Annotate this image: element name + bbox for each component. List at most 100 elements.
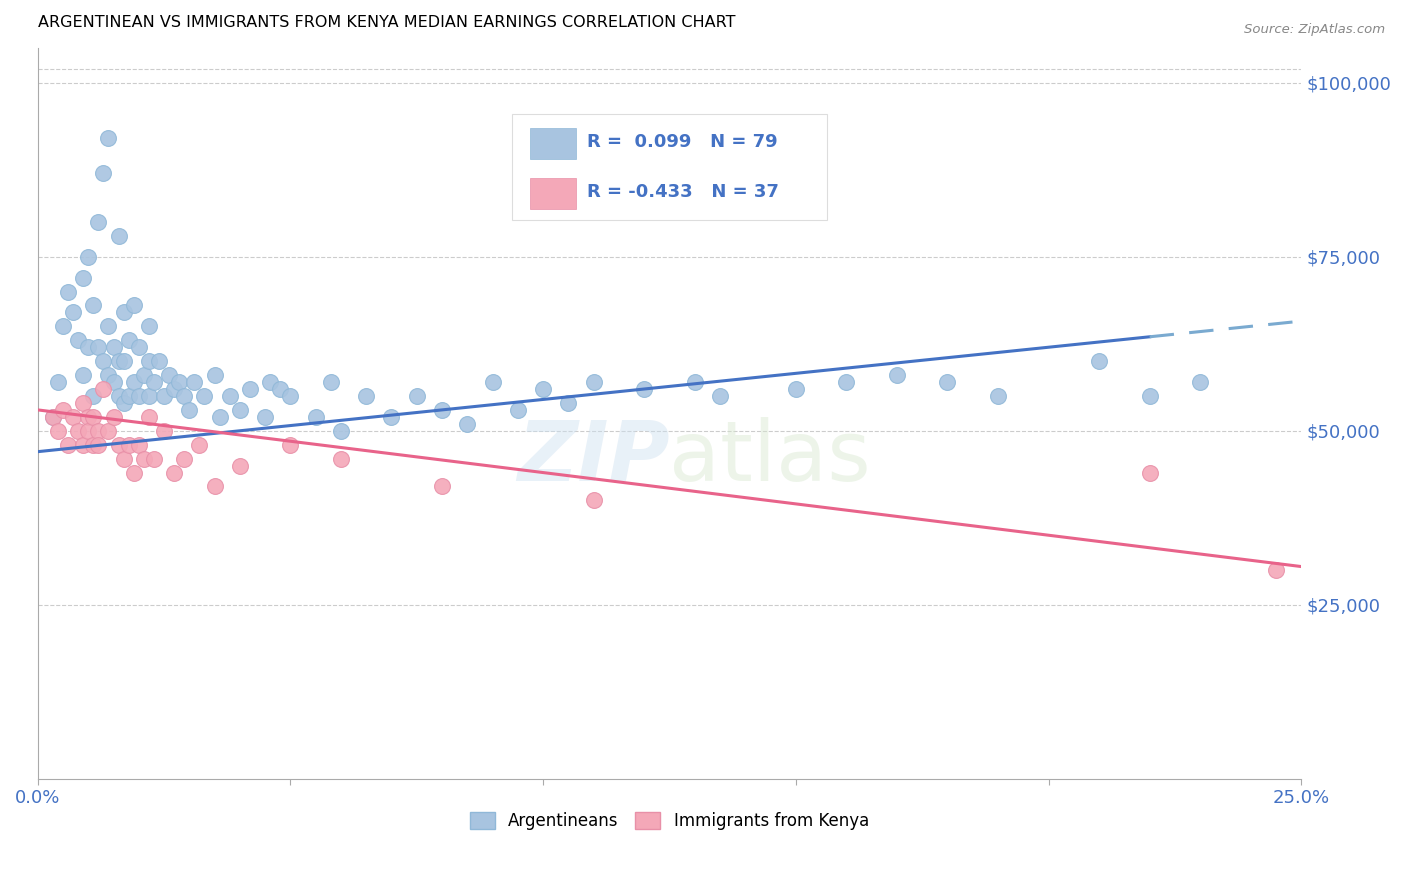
Point bbox=[87, 424, 110, 438]
Point bbox=[456, 417, 478, 431]
Point bbox=[128, 438, 150, 452]
FancyBboxPatch shape bbox=[512, 113, 827, 219]
Point bbox=[531, 382, 554, 396]
Point bbox=[204, 479, 226, 493]
Point bbox=[148, 354, 170, 368]
Point bbox=[430, 479, 453, 493]
Text: R =  0.099   N = 79: R = 0.099 N = 79 bbox=[588, 133, 778, 151]
Point bbox=[82, 389, 104, 403]
Point bbox=[886, 368, 908, 382]
Point bbox=[163, 466, 186, 480]
Point bbox=[118, 333, 141, 347]
Point bbox=[557, 396, 579, 410]
Point bbox=[82, 438, 104, 452]
Point bbox=[132, 368, 155, 382]
Point bbox=[1265, 563, 1288, 577]
Point bbox=[157, 368, 180, 382]
Point bbox=[118, 389, 141, 403]
Point bbox=[633, 382, 655, 396]
Point bbox=[72, 270, 94, 285]
Point bbox=[122, 298, 145, 312]
Point bbox=[42, 409, 65, 424]
Point bbox=[319, 375, 342, 389]
Point bbox=[138, 319, 160, 334]
Point bbox=[405, 389, 427, 403]
Point bbox=[93, 166, 115, 180]
Point bbox=[269, 382, 291, 396]
Point bbox=[103, 409, 125, 424]
Point bbox=[163, 382, 186, 396]
Text: atlas: atlas bbox=[669, 417, 872, 498]
Point bbox=[142, 375, 165, 389]
Point bbox=[430, 403, 453, 417]
Point bbox=[785, 382, 807, 396]
Point bbox=[173, 451, 195, 466]
Point bbox=[183, 375, 205, 389]
Point bbox=[82, 298, 104, 312]
Point bbox=[77, 340, 100, 354]
Point bbox=[709, 389, 731, 403]
Point bbox=[582, 493, 605, 508]
Point bbox=[204, 368, 226, 382]
Point bbox=[835, 375, 858, 389]
Point bbox=[239, 382, 262, 396]
Point bbox=[62, 305, 84, 319]
Point bbox=[1088, 354, 1111, 368]
Point bbox=[506, 403, 529, 417]
Point bbox=[72, 368, 94, 382]
Point bbox=[167, 375, 190, 389]
Point bbox=[112, 396, 135, 410]
Point bbox=[254, 409, 277, 424]
Point bbox=[138, 409, 160, 424]
Point bbox=[77, 250, 100, 264]
Point bbox=[67, 424, 90, 438]
Point bbox=[229, 458, 252, 473]
Point bbox=[107, 354, 129, 368]
Point bbox=[93, 382, 115, 396]
Point bbox=[56, 438, 79, 452]
Point bbox=[42, 409, 65, 424]
Point bbox=[67, 333, 90, 347]
Point bbox=[103, 375, 125, 389]
Point bbox=[112, 354, 135, 368]
Point bbox=[193, 389, 215, 403]
Point bbox=[987, 389, 1010, 403]
Point bbox=[128, 340, 150, 354]
Point bbox=[82, 409, 104, 424]
Point bbox=[582, 375, 605, 389]
Point bbox=[112, 451, 135, 466]
Text: ARGENTINEAN VS IMMIGRANTS FROM KENYA MEDIAN EARNINGS CORRELATION CHART: ARGENTINEAN VS IMMIGRANTS FROM KENYA MED… bbox=[38, 15, 735, 30]
Point bbox=[52, 319, 75, 334]
FancyBboxPatch shape bbox=[530, 178, 576, 209]
Point bbox=[112, 305, 135, 319]
Point bbox=[229, 403, 252, 417]
Text: R = -0.433   N = 37: R = -0.433 N = 37 bbox=[588, 183, 779, 201]
Point bbox=[132, 451, 155, 466]
Point bbox=[97, 424, 120, 438]
Point bbox=[188, 438, 211, 452]
Point bbox=[259, 375, 281, 389]
Point bbox=[138, 389, 160, 403]
Point bbox=[380, 409, 402, 424]
Point bbox=[153, 389, 176, 403]
Point bbox=[138, 354, 160, 368]
Point bbox=[87, 438, 110, 452]
Point bbox=[329, 451, 352, 466]
Point bbox=[1139, 389, 1161, 403]
Text: ZIP: ZIP bbox=[517, 417, 669, 498]
Point bbox=[683, 375, 706, 389]
Point bbox=[72, 396, 94, 410]
Point bbox=[354, 389, 377, 403]
Point bbox=[218, 389, 240, 403]
Point bbox=[179, 403, 201, 417]
Point bbox=[46, 424, 69, 438]
Point bbox=[72, 438, 94, 452]
Point bbox=[128, 389, 150, 403]
Point bbox=[93, 354, 115, 368]
Point bbox=[153, 424, 176, 438]
Point bbox=[103, 340, 125, 354]
Point bbox=[142, 451, 165, 466]
Point bbox=[305, 409, 328, 424]
Point bbox=[481, 375, 503, 389]
Point bbox=[62, 409, 84, 424]
